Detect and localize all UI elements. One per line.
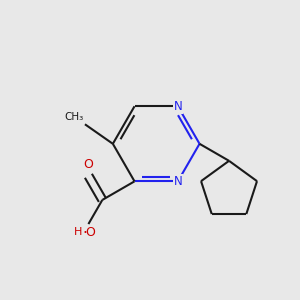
Text: H: H — [74, 227, 83, 237]
Text: N: N — [173, 175, 182, 188]
Text: N: N — [173, 100, 182, 113]
Text: O: O — [83, 158, 93, 171]
Text: CH₃: CH₃ — [64, 112, 83, 122]
Text: O: O — [85, 226, 95, 238]
Text: ·: · — [82, 226, 87, 241]
